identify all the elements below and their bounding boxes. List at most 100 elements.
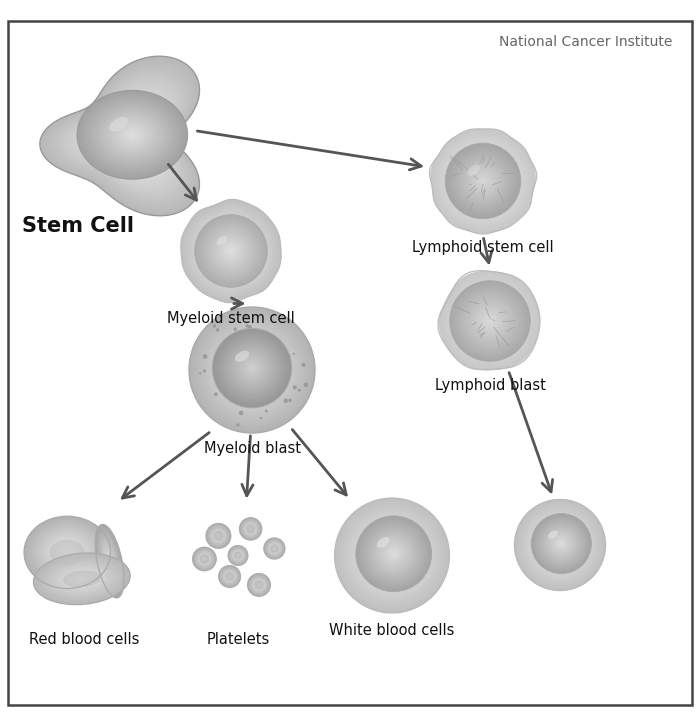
Circle shape bbox=[536, 518, 587, 569]
Circle shape bbox=[206, 324, 298, 416]
Ellipse shape bbox=[78, 91, 186, 179]
Circle shape bbox=[529, 515, 591, 576]
Polygon shape bbox=[44, 60, 196, 212]
Circle shape bbox=[242, 521, 259, 537]
Ellipse shape bbox=[96, 526, 124, 597]
Circle shape bbox=[453, 151, 513, 211]
Ellipse shape bbox=[36, 555, 128, 603]
Polygon shape bbox=[204, 223, 258, 280]
Circle shape bbox=[364, 524, 424, 584]
Polygon shape bbox=[127, 136, 132, 142]
Ellipse shape bbox=[87, 98, 178, 171]
Circle shape bbox=[209, 526, 228, 546]
Ellipse shape bbox=[26, 518, 108, 587]
Circle shape bbox=[214, 531, 223, 540]
Polygon shape bbox=[71, 85, 175, 189]
Circle shape bbox=[466, 164, 500, 197]
Ellipse shape bbox=[51, 539, 83, 566]
Polygon shape bbox=[450, 149, 516, 213]
Circle shape bbox=[349, 513, 435, 598]
Circle shape bbox=[360, 524, 424, 587]
Circle shape bbox=[518, 503, 602, 587]
Ellipse shape bbox=[216, 236, 228, 245]
Circle shape bbox=[225, 573, 234, 581]
Circle shape bbox=[257, 582, 261, 587]
Circle shape bbox=[480, 311, 500, 332]
Circle shape bbox=[488, 319, 492, 323]
Circle shape bbox=[225, 356, 229, 360]
Polygon shape bbox=[458, 290, 521, 351]
Polygon shape bbox=[473, 171, 493, 191]
Polygon shape bbox=[68, 83, 177, 192]
Ellipse shape bbox=[50, 539, 85, 565]
Ellipse shape bbox=[25, 517, 109, 587]
Polygon shape bbox=[50, 66, 191, 207]
Polygon shape bbox=[78, 92, 169, 182]
Circle shape bbox=[209, 327, 295, 413]
Polygon shape bbox=[83, 97, 166, 179]
Circle shape bbox=[255, 581, 263, 589]
Circle shape bbox=[218, 566, 241, 587]
Circle shape bbox=[254, 580, 264, 590]
Ellipse shape bbox=[37, 555, 127, 603]
Circle shape bbox=[239, 356, 265, 381]
Circle shape bbox=[304, 383, 308, 387]
Polygon shape bbox=[77, 91, 170, 184]
Circle shape bbox=[266, 540, 283, 557]
Polygon shape bbox=[201, 220, 261, 282]
Ellipse shape bbox=[234, 351, 249, 362]
Circle shape bbox=[200, 220, 262, 282]
Circle shape bbox=[474, 305, 506, 337]
Circle shape bbox=[248, 575, 270, 595]
Ellipse shape bbox=[102, 540, 118, 582]
Circle shape bbox=[230, 387, 233, 391]
Circle shape bbox=[258, 379, 262, 383]
Polygon shape bbox=[460, 292, 519, 349]
Circle shape bbox=[559, 542, 564, 546]
Circle shape bbox=[557, 539, 566, 548]
Ellipse shape bbox=[43, 558, 120, 600]
Circle shape bbox=[480, 311, 500, 330]
Polygon shape bbox=[464, 296, 515, 346]
Ellipse shape bbox=[106, 552, 113, 571]
Circle shape bbox=[335, 499, 449, 612]
Circle shape bbox=[559, 543, 561, 547]
Polygon shape bbox=[209, 228, 253, 274]
Ellipse shape bbox=[86, 97, 178, 172]
Ellipse shape bbox=[109, 559, 111, 563]
Circle shape bbox=[531, 513, 591, 574]
Polygon shape bbox=[462, 160, 504, 202]
Circle shape bbox=[348, 512, 436, 600]
Polygon shape bbox=[488, 319, 492, 323]
Ellipse shape bbox=[46, 560, 118, 598]
Circle shape bbox=[284, 399, 288, 403]
Circle shape bbox=[273, 379, 277, 383]
Circle shape bbox=[544, 526, 579, 561]
Ellipse shape bbox=[377, 537, 389, 548]
Circle shape bbox=[515, 500, 605, 590]
Polygon shape bbox=[66, 81, 178, 192]
Circle shape bbox=[551, 536, 569, 554]
Circle shape bbox=[234, 552, 241, 559]
Circle shape bbox=[262, 379, 265, 383]
Circle shape bbox=[239, 339, 242, 342]
Circle shape bbox=[514, 499, 606, 590]
Ellipse shape bbox=[72, 574, 92, 584]
Circle shape bbox=[232, 348, 272, 388]
Circle shape bbox=[196, 314, 307, 425]
Ellipse shape bbox=[44, 559, 119, 599]
Circle shape bbox=[475, 306, 505, 336]
Circle shape bbox=[362, 525, 422, 586]
Polygon shape bbox=[204, 224, 258, 279]
Circle shape bbox=[210, 230, 252, 272]
Circle shape bbox=[534, 519, 586, 571]
Text: National Cancer Institute: National Cancer Institute bbox=[498, 36, 672, 49]
Circle shape bbox=[228, 346, 276, 394]
Polygon shape bbox=[454, 152, 512, 210]
Circle shape bbox=[258, 584, 260, 585]
Circle shape bbox=[363, 523, 424, 584]
Polygon shape bbox=[442, 274, 537, 367]
Circle shape bbox=[293, 386, 297, 389]
Circle shape bbox=[457, 155, 509, 207]
Ellipse shape bbox=[40, 530, 94, 575]
